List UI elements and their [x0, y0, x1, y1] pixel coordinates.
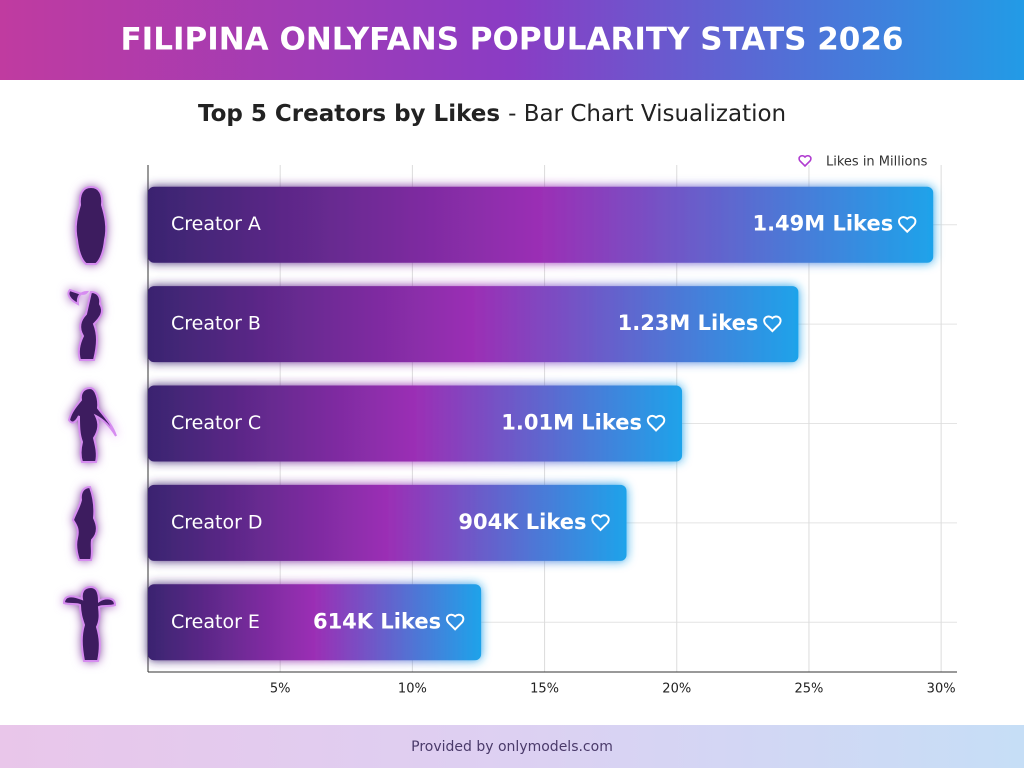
x-tick-label: 10% — [398, 682, 427, 697]
category-label: Creator C — [171, 412, 261, 434]
bar-label: 904K Likes — [458, 510, 586, 534]
x-tick-label: 25% — [794, 682, 823, 697]
heart-icon — [898, 216, 917, 234]
legend-label: Likes in Millions — [826, 155, 928, 170]
bar-label: 614K Likes — [313, 609, 441, 633]
header — [0, 0, 1024, 80]
bar — [148, 385, 683, 462]
subtitle: Top 5 Creators by Likes - Bar Chart Visua… — [198, 101, 786, 127]
bar-label: 1.23M Likes — [618, 311, 759, 335]
footer: Provided by onlymodels.com — [411, 739, 613, 755]
silhouettes — [62, 185, 117, 662]
bar — [148, 584, 482, 661]
heart-icon — [763, 315, 782, 333]
bar — [148, 286, 799, 363]
x-tick-label: 20% — [662, 682, 691, 697]
footer-band — [0, 725, 1024, 768]
bar-label: 1.49M Likes — [752, 212, 893, 236]
category-label: Creator E — [171, 611, 260, 633]
subtitle-bold: Top 5 Creators by Likes — [198, 101, 500, 127]
x-tick-label: 15% — [530, 682, 559, 697]
chart-title: FILIPINA ONLYFANS POPULARITY STATS 2026 — [120, 22, 903, 58]
bar — [148, 484, 627, 561]
heart-icon — [445, 613, 465, 631]
x-tick-label: 5% — [270, 682, 291, 697]
heart-icon — [646, 414, 666, 432]
category-label: Creator A — [171, 213, 261, 235]
legend-icon — [798, 154, 812, 168]
bar-label: 1.01M Likes — [501, 411, 642, 435]
category-label: Creator D — [171, 511, 263, 533]
x-tick-label: 30% — [927, 682, 956, 697]
bar — [148, 186, 934, 263]
subtitle-rest: - Bar Chart Visualization — [508, 101, 786, 127]
heart-icon — [591, 514, 610, 532]
category-label: Creator B — [171, 313, 261, 335]
